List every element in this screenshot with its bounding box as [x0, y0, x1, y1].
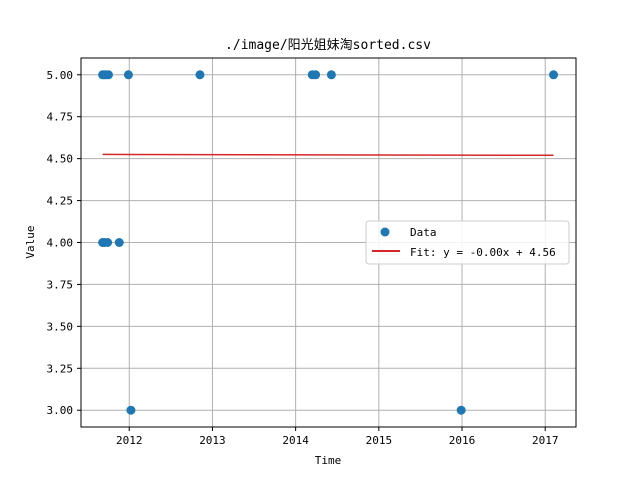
y-tick-label: 3.75 — [47, 278, 74, 291]
chart-title: ./image/阳光姐妹淘sorted.csv — [225, 38, 431, 53]
data-point — [195, 70, 205, 80]
series-layer — [98, 70, 559, 415]
data-point — [103, 70, 113, 80]
y-tick-label: 3.50 — [47, 320, 74, 333]
x-tick-label: 2014 — [282, 434, 309, 447]
x-axis-label: Time — [315, 454, 342, 467]
y-axis-label: Value — [24, 225, 37, 258]
y-tick-label: 3.00 — [47, 404, 74, 417]
x-tick-label: 2016 — [449, 434, 476, 447]
legend-label-data: Data — [410, 226, 437, 239]
data-point — [326, 70, 336, 80]
data-point — [114, 238, 124, 247]
legend-label-fit: Fit: y = -0.00x + 4.56 — [410, 246, 556, 259]
y-tick-label: 3.25 — [47, 362, 74, 375]
data-point — [103, 238, 113, 247]
y-tick-label: 5.00 — [47, 69, 74, 82]
data-point — [123, 70, 133, 80]
data-point — [549, 70, 559, 80]
x-tick-label: 2013 — [199, 434, 226, 447]
legend: Data Fit: y = -0.00x + 4.56 — [365, 220, 570, 265]
data-point — [456, 405, 466, 415]
y-tick-label: 4.25 — [47, 195, 74, 208]
y-tick-label: 4.00 — [47, 237, 74, 250]
fit-line — [102, 153, 554, 157]
legend-marker-data — [380, 227, 390, 237]
x-tick-label: 2015 — [366, 434, 393, 447]
data-point — [126, 405, 136, 415]
y-tick-label: 4.75 — [47, 111, 74, 124]
data-point — [311, 70, 321, 80]
x-tick-label: 2012 — [116, 434, 143, 447]
y-tick-label: 4.50 — [47, 153, 74, 166]
legend-box — [365, 220, 570, 265]
tick-layer: 2012 2013 2014 2015 2016 2017 3.00 3.25 3.50 3.75… — [47, 69, 559, 447]
x-tick-label: 2017 — [532, 434, 559, 447]
